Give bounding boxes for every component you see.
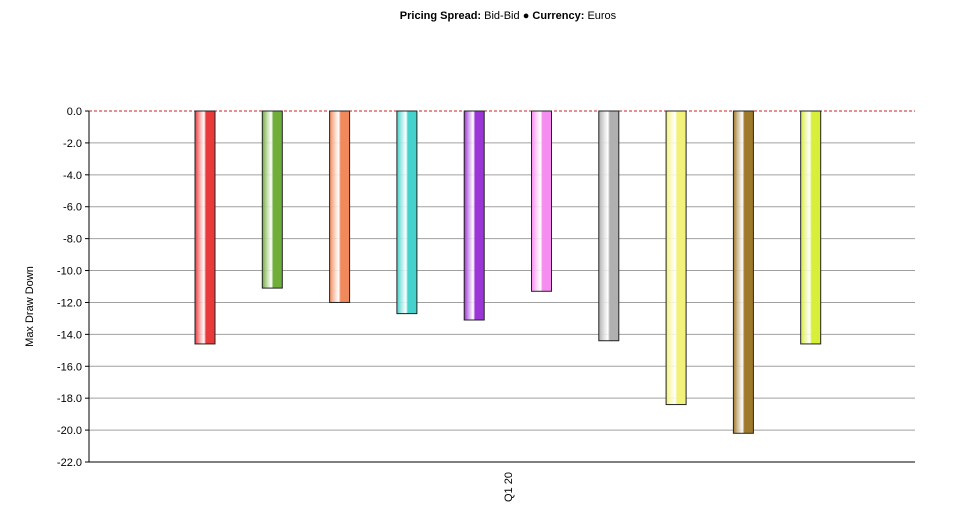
y-tick-label: -6.0 [63, 202, 82, 214]
bar-2 [261, 110, 283, 289]
x-category-label: Q1 20 [503, 472, 515, 502]
bar-5 [463, 110, 485, 321]
bar-6 [531, 110, 552, 292]
separator-bullet: ● [522, 10, 530, 22]
y-tick-label: -20.0 [57, 425, 82, 437]
bar-10 [800, 110, 822, 345]
bar-4 [396, 110, 418, 315]
axes [85, 110, 915, 463]
y-tick-label: -16.0 [57, 361, 82, 373]
bar-7 [598, 110, 620, 342]
y-tick-label: -18.0 [57, 393, 82, 405]
bar-8 [665, 110, 687, 406]
currency-label: Currency: [532, 10, 585, 22]
chart-title: Pricing Spread: Bid-Bid ● Currency: Euro… [0, 10, 960, 22]
bars [194, 110, 822, 434]
spread-label: Pricing Spread: [399, 10, 482, 22]
bar-9 [732, 110, 754, 434]
y-tick-label: -10.0 [57, 266, 82, 278]
spread-value: Bid-Bid [484, 10, 520, 22]
y-tick-label: -4.0 [63, 170, 82, 182]
y-tick-label: -2.0 [63, 138, 82, 150]
y-tick-label: -8.0 [63, 234, 82, 246]
y-tick-label: 0.0 [67, 106, 82, 118]
y-axis-label: Max Draw Down [24, 266, 36, 347]
bar-1 [194, 110, 216, 345]
currency-value: Euros [587, 10, 617, 22]
bar-3 [329, 110, 351, 303]
axis-labels: 0.0 -2.0 -4.0 -6.0 -8.0 -10.0 -12.0 -14.0 -16.0 -… [24, 106, 515, 502]
y-tick-label: -14.0 [57, 329, 82, 341]
y-tick-label: -22.0 [57, 457, 82, 469]
y-tick-label: -12.0 [57, 297, 82, 309]
